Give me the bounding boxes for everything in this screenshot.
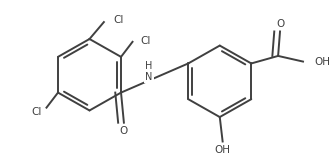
Text: O: O [120,126,128,136]
Text: Cl: Cl [140,36,151,46]
Text: O: O [276,19,284,29]
Text: H
N: H N [145,61,153,82]
Text: Cl: Cl [31,107,42,117]
Text: OH: OH [314,57,330,67]
Text: OH: OH [215,145,231,155]
Text: Cl: Cl [114,15,124,25]
